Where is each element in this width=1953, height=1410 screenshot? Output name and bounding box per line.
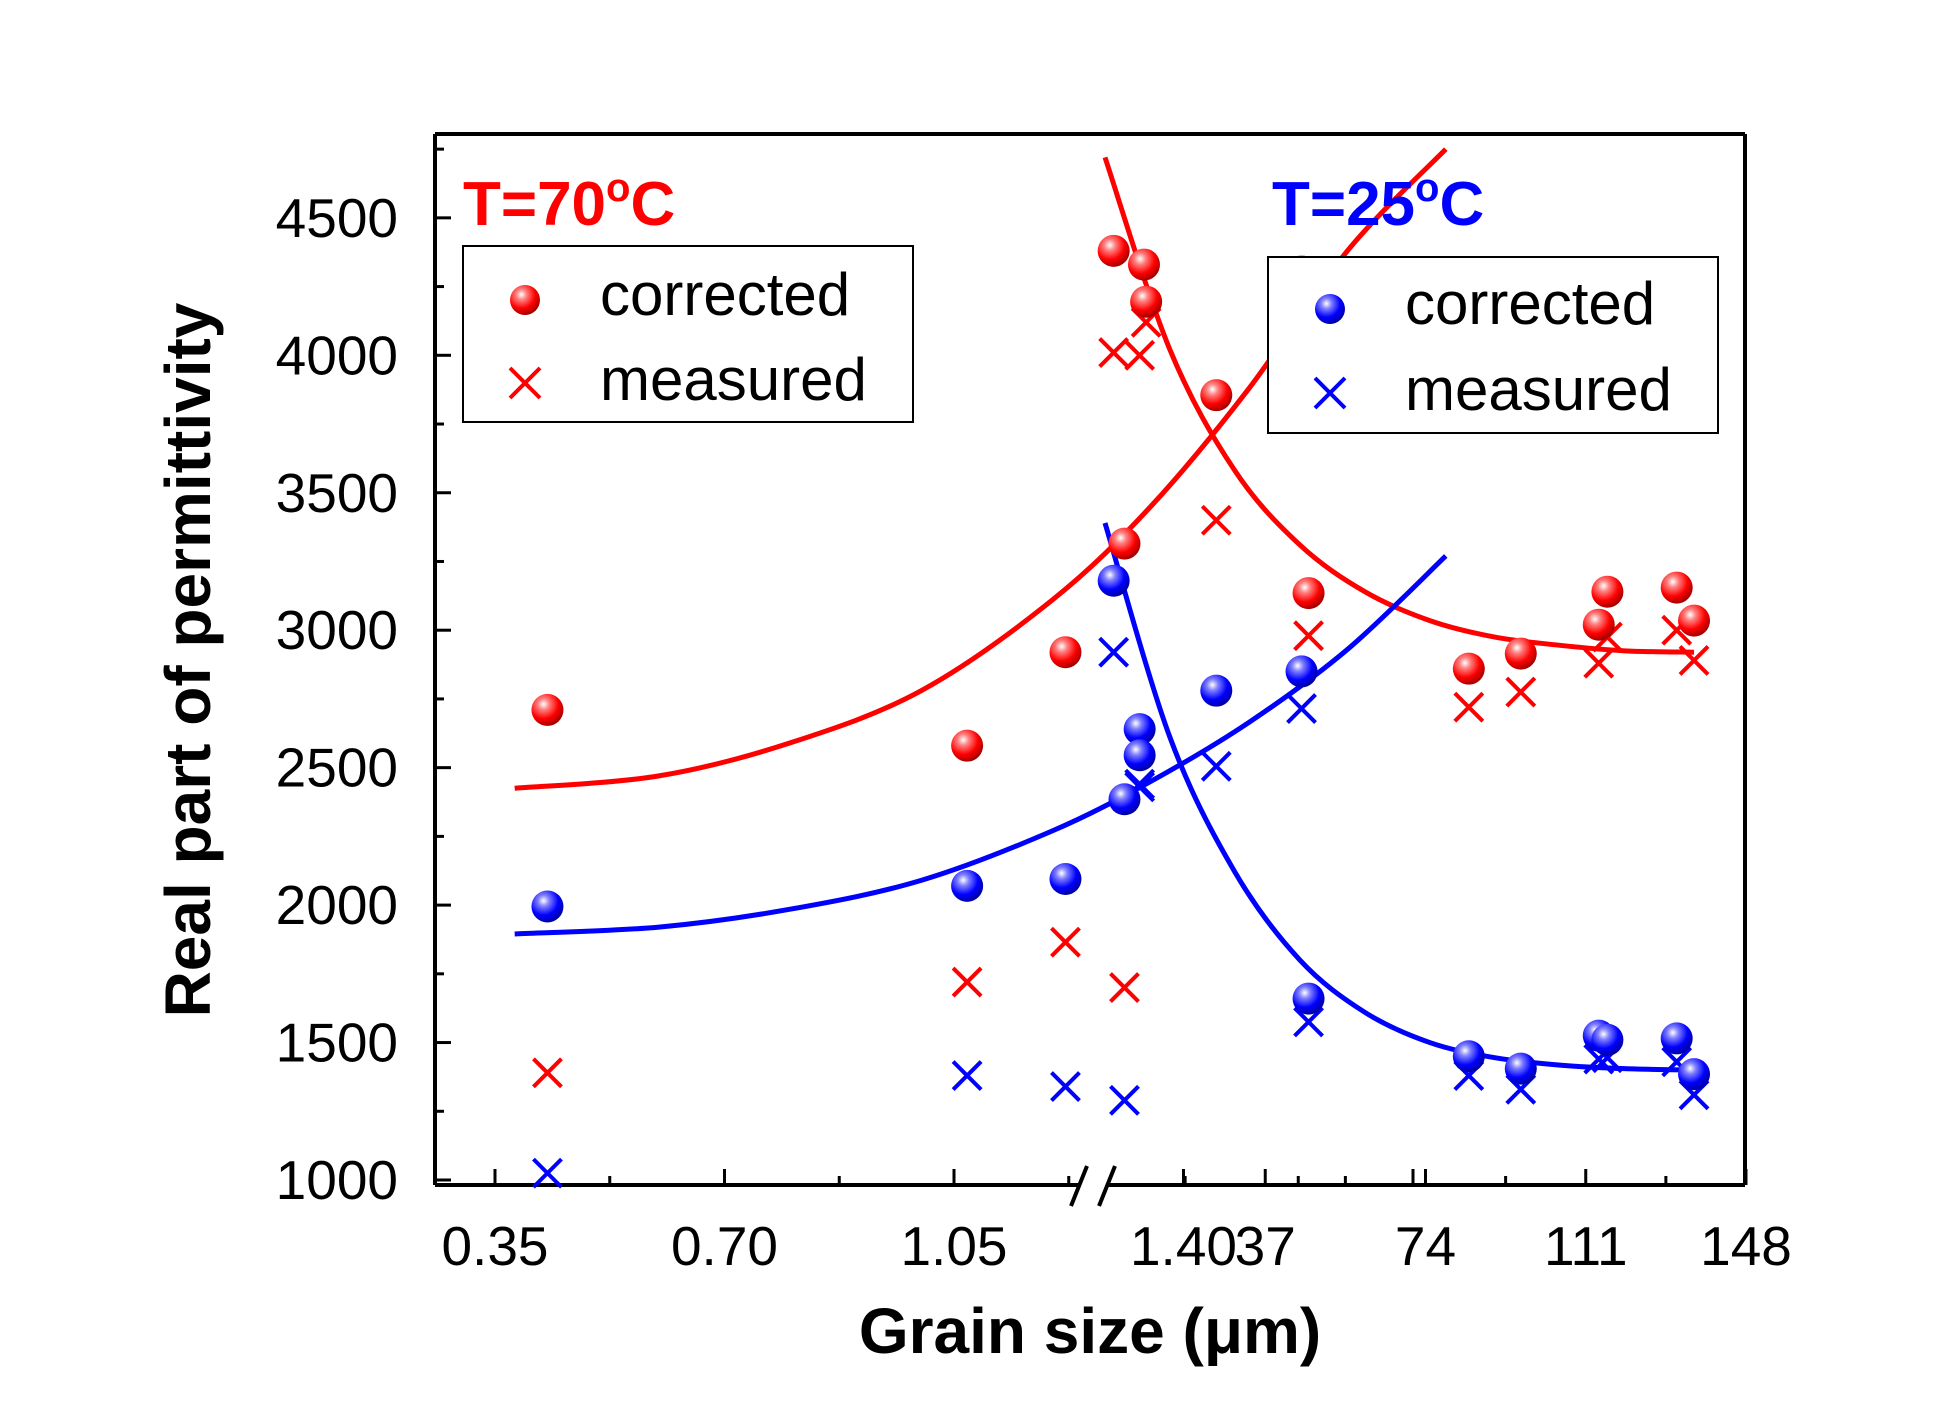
x-tick-label: 74 [1395, 1215, 1456, 1277]
point-corrected-25 [1660, 1022, 1693, 1055]
point-corrected-25 [1108, 783, 1141, 816]
point-corrected-25 [1452, 1040, 1485, 1073]
point-corrected-25 [1200, 674, 1233, 707]
y-tick-label: 3500 [276, 462, 398, 524]
temperature-label-70: T=70oC [463, 166, 675, 239]
point-corrected-70 [1130, 285, 1163, 318]
point-corrected-70 [1108, 527, 1141, 560]
legend-label-corrected: corrected [600, 261, 850, 328]
legend-cross-marker [508, 366, 542, 400]
point-corrected-70 [1582, 608, 1615, 641]
point-measured-25 [1293, 1006, 1324, 1038]
point-corrected-70 [1660, 571, 1693, 604]
x-tick-label: 148 [1700, 1215, 1792, 1277]
legend-sphere-marker [510, 285, 540, 315]
point-corrected-25 [1123, 739, 1156, 772]
point-corrected-70 [1127, 248, 1160, 281]
point-corrected-70 [1292, 577, 1325, 610]
legend-box [462, 245, 914, 423]
point-measured-70 [532, 1057, 563, 1089]
point-corrected-25 [1285, 655, 1318, 688]
point-measured-70 [1109, 972, 1140, 1003]
y-tick-label: 4000 [276, 324, 398, 386]
x-tick-label: 1.05 [900, 1215, 1007, 1277]
point-measured-70 [1050, 926, 1081, 958]
point-measured-70 [951, 966, 983, 998]
y-tick-label: 2000 [276, 874, 398, 936]
data-markers [531, 234, 1711, 1189]
point-corrected-25 [951, 869, 984, 902]
point-corrected-25 [1504, 1052, 1537, 1085]
point-corrected-25 [531, 890, 564, 923]
point-corrected-70 [1049, 636, 1082, 669]
x-tick-label: 0.70 [671, 1215, 778, 1277]
point-measured-70 [1583, 647, 1615, 679]
point-corrected-70 [1504, 637, 1537, 670]
y-tick-label: 2500 [276, 737, 398, 799]
legend-25: corrected measured [1267, 256, 1719, 434]
point-corrected-25 [1049, 862, 1082, 895]
point-measured-70 [1124, 339, 1156, 371]
y-tick-label: 1000 [276, 1149, 398, 1211]
legend-70: corrected measured [462, 245, 914, 423]
legend-cross-marker [1313, 376, 1347, 410]
point-measured-25 [951, 1060, 983, 1091]
point-corrected-70 [1452, 652, 1485, 685]
fit-curve-25-right [1102, 522, 1695, 1073]
point-measured-70 [1678, 645, 1710, 676]
point-measured-25 [1050, 1071, 1081, 1102]
temperature-label-25: T=25oC [1272, 166, 1484, 239]
legend-sphere-marker [1315, 294, 1345, 324]
y-tick-label: 1500 [276, 1012, 398, 1074]
legend-label-corrected: corrected [1405, 270, 1655, 337]
point-corrected-70 [1591, 575, 1624, 608]
point-corrected-70 [531, 693, 564, 726]
point-corrected-70 [1097, 234, 1130, 267]
x-tick-label: 37 [1235, 1215, 1296, 1277]
y-tick-label: 4500 [276, 187, 398, 249]
fit-curve-70-left [514, 147, 1448, 791]
point-corrected-25 [1097, 564, 1130, 597]
point-corrected-25 [1123, 713, 1156, 746]
x-tick-label: 1.40 [1130, 1215, 1237, 1277]
point-corrected-25 [1292, 982, 1325, 1015]
y-axis-title: Real part of permittivity [152, 302, 224, 1017]
point-measured-25 [532, 1157, 563, 1189]
x-axis-title: Grain size (μm) [859, 1295, 1321, 1367]
point-measured-70 [1200, 504, 1232, 536]
x-tick-label: 111 [1544, 1215, 1628, 1277]
point-measured-25 [1109, 1084, 1140, 1116]
point-measured-70 [1293, 620, 1324, 652]
y-axis-ticks [435, 147, 451, 1182]
fit-curve-25-left [514, 554, 1448, 937]
x-tick-label: 0.35 [441, 1215, 548, 1277]
point-measured-25 [1200, 750, 1232, 782]
point-measured-70 [1505, 676, 1537, 708]
axis-break-mark-left [1069, 1165, 1089, 1207]
point-corrected-25 [1678, 1058, 1711, 1091]
point-measured-25 [1286, 693, 1317, 724]
point-measured-70 [1098, 337, 1130, 368]
point-corrected-70 [1678, 604, 1711, 637]
legend-label-measured: measured [1405, 356, 1672, 423]
fit-curve-70-right [1102, 156, 1695, 655]
point-corrected-70 [951, 729, 984, 762]
point-measured-70 [1453, 691, 1485, 723]
point-corrected-25 [1591, 1023, 1624, 1056]
legend-label-measured: measured [600, 346, 867, 413]
axis-break-mark-right [1097, 1165, 1117, 1207]
y-axis-tick-labels: 1000 1500 2000 2500 3000 3500 4000 4500 [276, 187, 398, 1211]
x-axis-ticks [493, 1169, 1748, 1185]
point-corrected-70 [1200, 379, 1233, 412]
point-measured-25 [1098, 636, 1130, 668]
y-tick-label: 3000 [276, 599, 398, 661]
